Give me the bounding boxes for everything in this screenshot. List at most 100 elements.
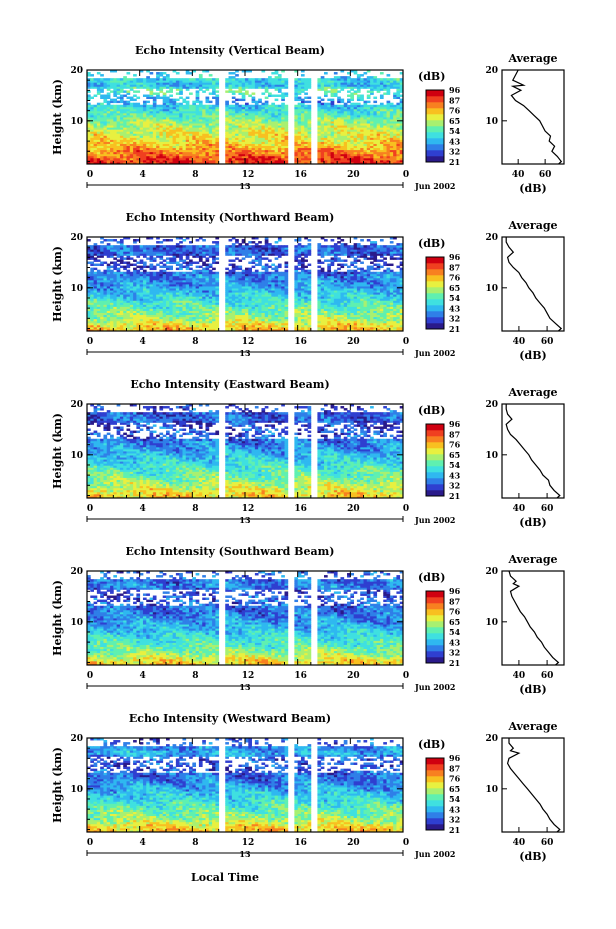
- heatmap-cell: [136, 135, 141, 138]
- heatmap-cell: [205, 108, 210, 112]
- heatmap-cell: [264, 100, 269, 104]
- heatmap-cell: [110, 98, 114, 102]
- heatmap-cell: [100, 106, 104, 110]
- heatmap-cell: [162, 123, 167, 126]
- heatmap-cell: [192, 153, 197, 157]
- heatmap-cell: [195, 131, 200, 134]
- heatmap-cell: [238, 119, 243, 122]
- heatmap-cell: [235, 98, 239, 102]
- heatmap-cell: [126, 139, 131, 142]
- heatmap-cell: [320, 161, 325, 165]
- heatmap-cell: [376, 78, 381, 81]
- heatmap-cell: [268, 135, 272, 138]
- heatmap-cell: [146, 149, 150, 153]
- heatmap-cell: [383, 117, 387, 120]
- heatmap-cell: [376, 137, 381, 140]
- heatmap-cell: [370, 151, 374, 155]
- heatmap-cell: [363, 151, 368, 155]
- heatmap-cell: [320, 110, 325, 114]
- heatmap-cell: [123, 100, 127, 104]
- heatmap-cell: [215, 147, 220, 151]
- heatmap-cell: [373, 76, 378, 79]
- heatmap-cell: [166, 125, 170, 128]
- heatmap-cell: [123, 133, 127, 136]
- heatmap-cell: [136, 108, 141, 112]
- heatmap-cell: [297, 141, 302, 144]
- heatmap-cell: [152, 131, 157, 134]
- heatmap-cell: [333, 155, 338, 159]
- heatmap-cell: [166, 127, 170, 130]
- heatmap-cell: [189, 117, 193, 120]
- heatmap-cell: [126, 92, 131, 95]
- heatmap-cell: [373, 135, 378, 138]
- heatmap-cell: [261, 78, 266, 81]
- heatmap-cell: [129, 153, 134, 157]
- heatmap-cell: [208, 127, 213, 130]
- heatmap-cell: [228, 112, 233, 116]
- heatmap-cell: [304, 161, 308, 165]
- heatmap-cell: [274, 147, 279, 151]
- heatmap-cell: [347, 125, 351, 128]
- heatmap-cell: [258, 100, 262, 104]
- heatmap-cell: [363, 139, 368, 142]
- heatmap-cell: [300, 135, 305, 138]
- heatmap-cell: [254, 121, 259, 124]
- heatmap-cell: [189, 129, 193, 132]
- heatmap-cell: [93, 135, 98, 138]
- heatmap-cell: [366, 110, 371, 114]
- heatmap-cell: [300, 104, 305, 108]
- heatmap-cell: [208, 121, 213, 124]
- heatmap-cell: [363, 145, 368, 149]
- heatmap-cell: [327, 119, 331, 122]
- heatmap-cell: [297, 104, 302, 108]
- heatmap-cell: [172, 139, 177, 142]
- heatmap-cell: [264, 157, 269, 161]
- heatmap-cell: [228, 125, 233, 128]
- heatmap-cell: [123, 151, 127, 155]
- heatmap-cell: [159, 155, 164, 159]
- heatmap-cell: [215, 121, 220, 124]
- heatmap-cell: [254, 141, 259, 144]
- heatmap-cell: [258, 135, 262, 138]
- heatmap-cell: [251, 135, 256, 138]
- heatmap-cell: [119, 151, 124, 155]
- heatmap-cell: [399, 149, 404, 153]
- heatmap-cell: [261, 143, 266, 147]
- heatmap-cell: [110, 90, 114, 93]
- heatmap-cell: [192, 137, 197, 140]
- heatmap-cell: [162, 143, 167, 147]
- heatmap-cell: [175, 114, 180, 118]
- heatmap-cell: [366, 125, 371, 128]
- heatmap-cell: [110, 104, 114, 108]
- heatmap-cell: [162, 112, 167, 116]
- heatmap-cell: [324, 108, 328, 112]
- heatmap-cell: [274, 145, 279, 149]
- heatmap-cell: [166, 139, 170, 142]
- heatmap-cell: [87, 145, 91, 149]
- heatmap-cell: [159, 141, 164, 144]
- heatmap-cell: [251, 121, 256, 124]
- heatmap-cell: [192, 127, 197, 130]
- heatmap-cell: [373, 129, 378, 132]
- heatmap-cell: [110, 123, 114, 126]
- heatmap-cell: [100, 121, 104, 124]
- heatmap-cell: [106, 102, 111, 106]
- heatmap-cell: [162, 102, 167, 106]
- heatmap-cell: [241, 137, 246, 140]
- heatmap-cell: [373, 141, 378, 144]
- heatmap-cell: [363, 104, 368, 108]
- heatmap-cell: [189, 139, 193, 142]
- heatmap-cell: [228, 119, 233, 122]
- colorbar-swatch: [426, 102, 444, 109]
- heatmap-cell: [284, 157, 289, 161]
- heatmap-cell: [126, 145, 131, 149]
- heatmap-cell: [360, 159, 364, 163]
- heatmap-cell: [271, 155, 276, 159]
- heatmap-cell: [231, 90, 236, 93]
- heatmap-cell: [103, 110, 108, 114]
- heatmap-cell: [248, 137, 252, 140]
- heatmap-cell: [274, 139, 279, 142]
- heatmap-cell: [96, 145, 101, 149]
- heatmap-cell: [320, 147, 325, 151]
- heatmap-cell: [96, 72, 101, 75]
